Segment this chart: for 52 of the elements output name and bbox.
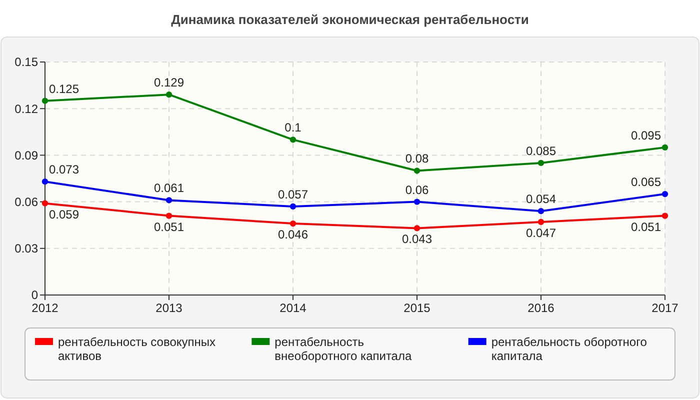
point xyxy=(414,198,420,205)
data-label: 0.129 xyxy=(154,76,184,90)
data-label: 0.095 xyxy=(630,128,662,142)
y-tick-label: 0.12 xyxy=(14,102,38,116)
point xyxy=(166,212,172,219)
point xyxy=(662,212,668,219)
x-tick-label: 2017 xyxy=(652,301,679,315)
y-tick-label: 0.03 xyxy=(14,242,38,256)
y-tick-label: 0.15 xyxy=(14,55,38,70)
data-label: 0.059 xyxy=(49,207,80,222)
data-label: 0.046 xyxy=(278,228,308,242)
x-tick-label: 2016 xyxy=(528,301,555,315)
data-label: 0.1 xyxy=(284,120,302,135)
data-label: 0.085 xyxy=(526,144,556,158)
data-label: 0.065 xyxy=(630,175,662,190)
point xyxy=(290,203,296,210)
y-tick-label: 0.09 xyxy=(14,148,38,162)
x-tick-label: 2012 xyxy=(32,301,59,315)
point xyxy=(42,200,48,206)
data-label: 0.057 xyxy=(278,187,308,202)
point xyxy=(414,225,420,232)
data-label: 0.061 xyxy=(154,181,184,196)
point xyxy=(538,160,544,166)
point xyxy=(414,168,420,174)
data-label: 0.125 xyxy=(49,82,80,96)
point xyxy=(42,178,48,185)
point xyxy=(538,208,544,214)
point xyxy=(42,98,48,104)
data-label: 0.051 xyxy=(154,220,184,234)
y-tick-label: 0.06 xyxy=(14,195,38,209)
point xyxy=(166,92,172,98)
point xyxy=(290,220,296,227)
point xyxy=(166,197,172,204)
legend-label: рентабельность оборотного капитала xyxy=(491,335,648,363)
data-label: 0.054 xyxy=(526,192,556,206)
data-label: 0.06 xyxy=(405,182,429,197)
legend-label: рентабельность совокупных активов xyxy=(58,335,216,363)
data-label: 0.051 xyxy=(630,220,662,234)
point xyxy=(290,136,296,143)
data-label: 0.043 xyxy=(402,232,432,246)
point xyxy=(662,190,668,198)
x-tick-label: 2013 xyxy=(156,301,183,315)
data-label: 0.047 xyxy=(526,226,556,240)
data-label: 0.08 xyxy=(405,152,429,166)
legend-label: рентабельность внеоборотного капитала xyxy=(274,335,412,363)
data-label: 0.073 xyxy=(49,162,80,177)
x-tick-label: 2015 xyxy=(404,301,431,315)
x-tick-label: 2014 xyxy=(280,301,307,315)
y-tick-label: 0 xyxy=(31,288,38,302)
chart-title: Динамика показателей экономическая рентабельности xyxy=(171,12,529,27)
point xyxy=(662,144,668,151)
point xyxy=(538,218,544,226)
